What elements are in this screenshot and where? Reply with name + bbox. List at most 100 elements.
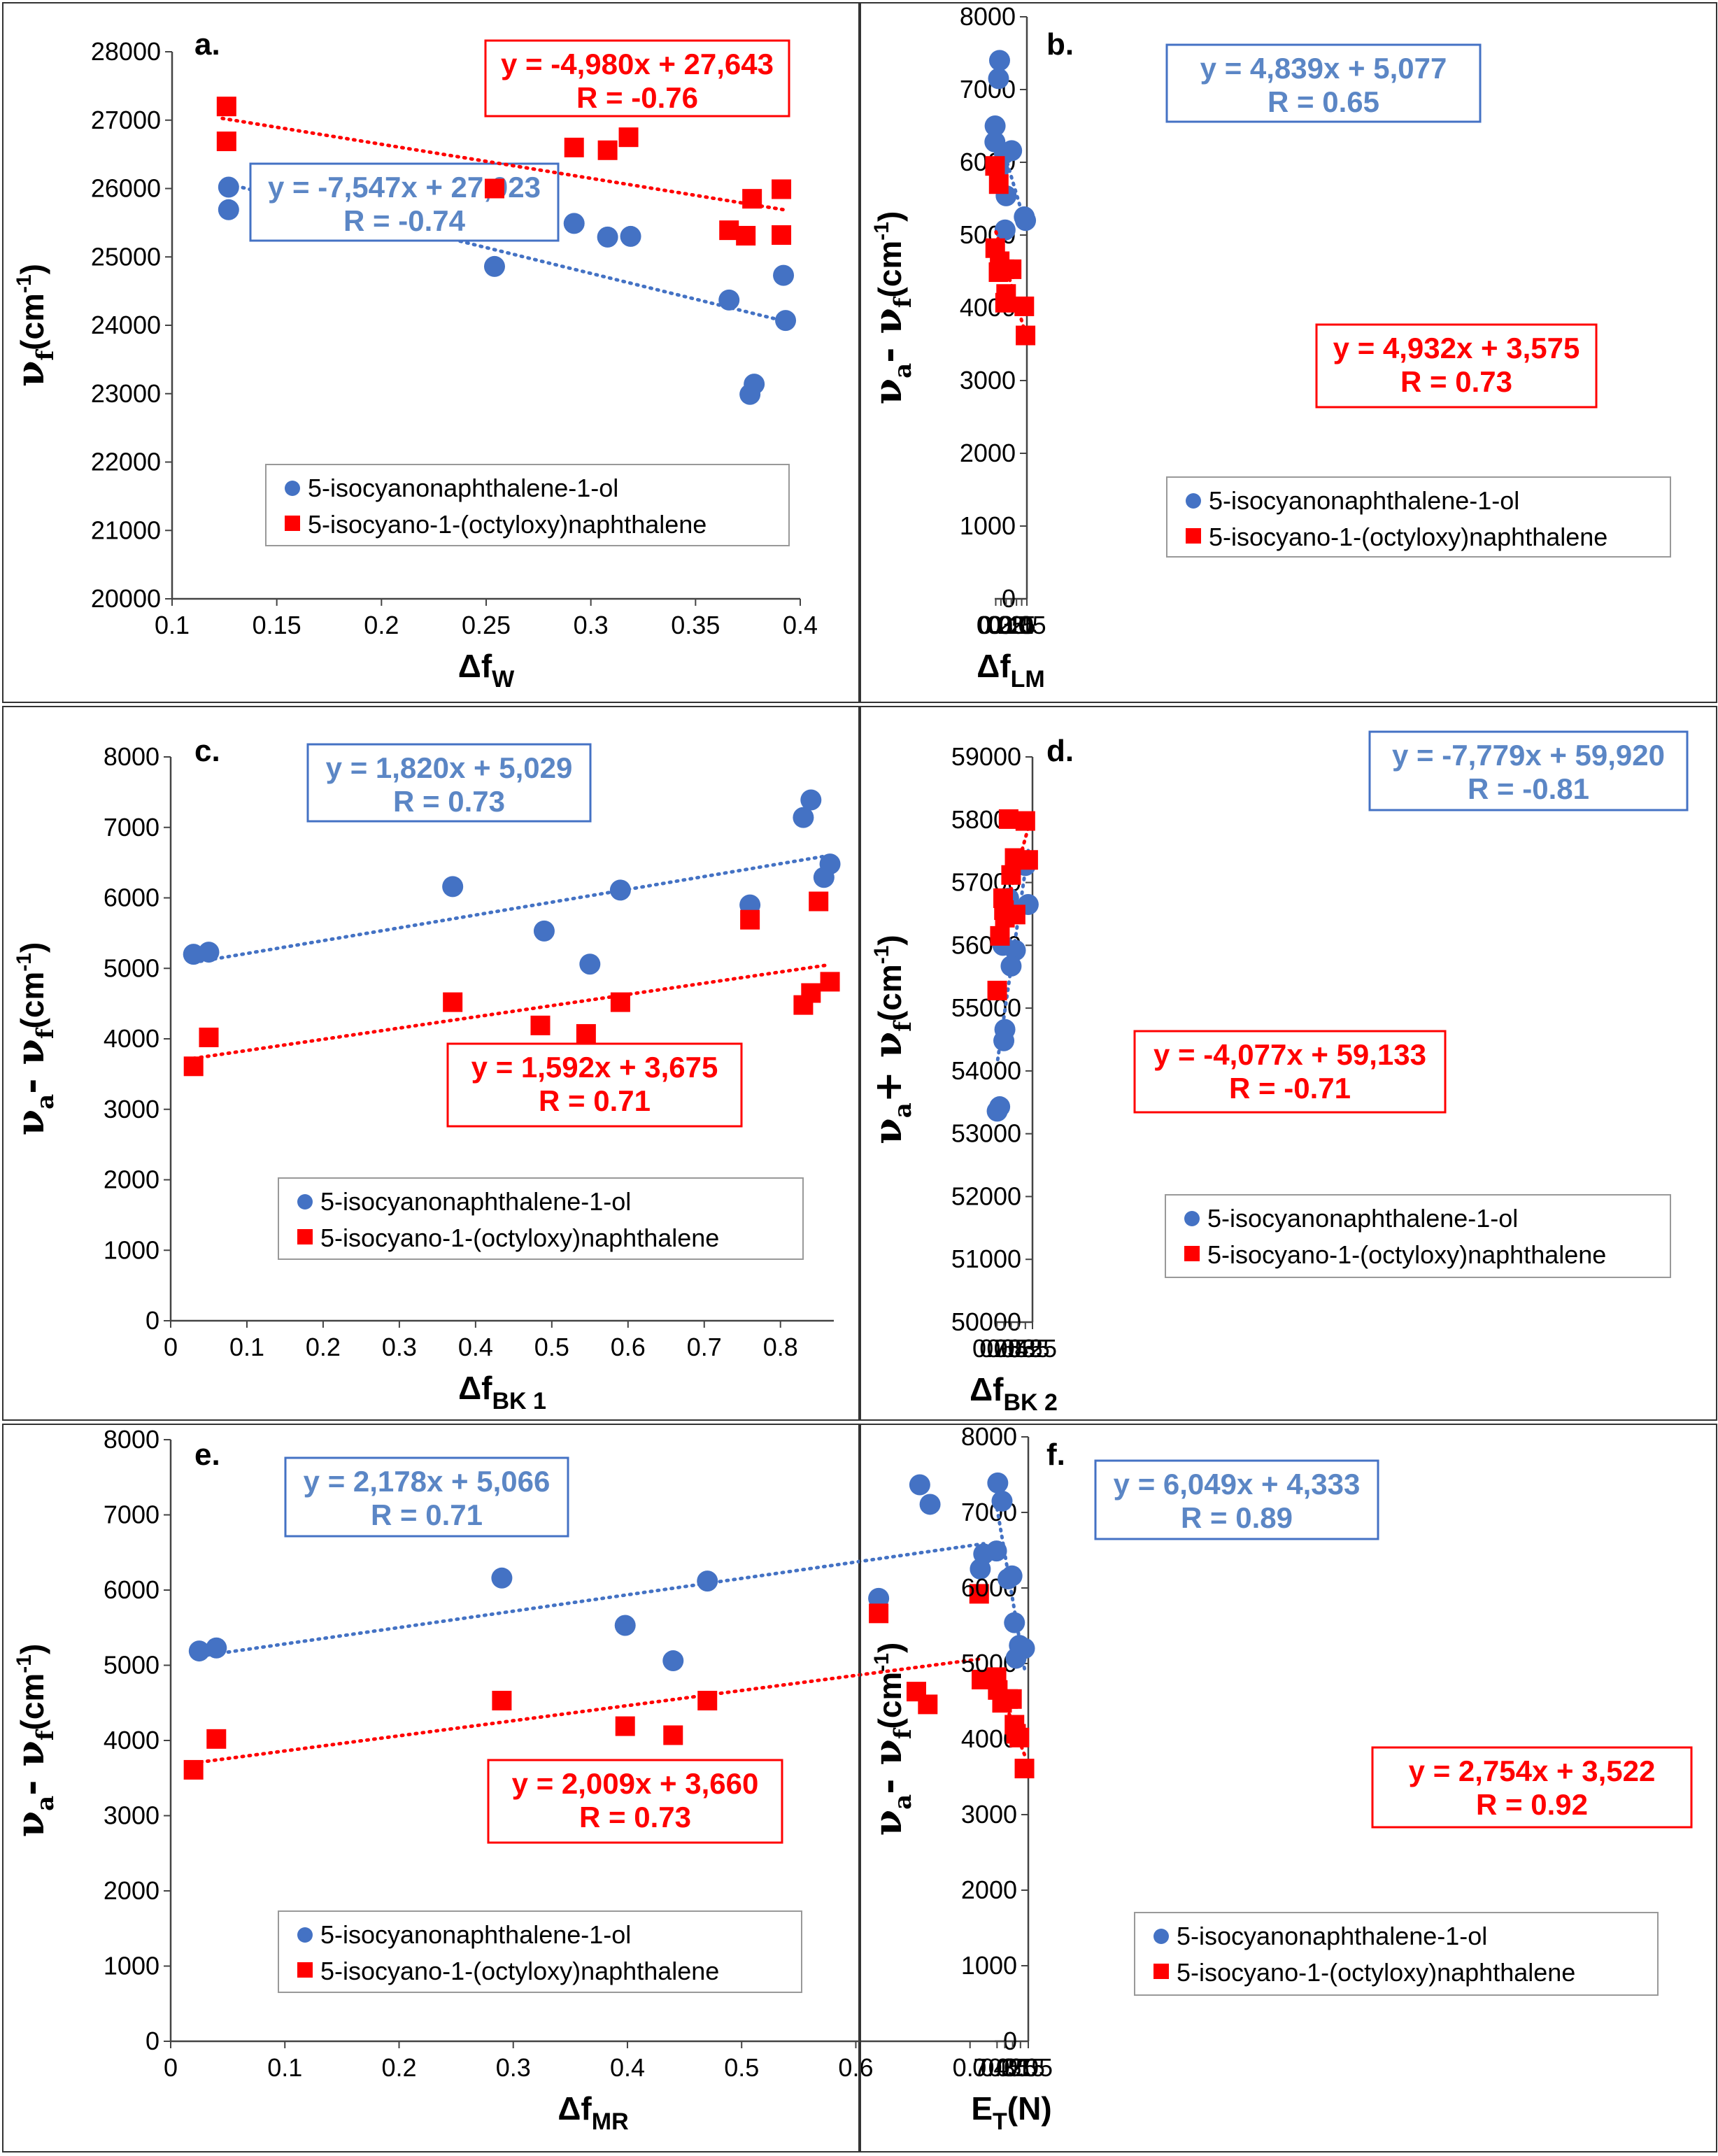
y-tick-label: 59000 [951,742,1021,771]
x-tick-label: 0.3 [382,1333,417,1361]
data-point [909,1474,930,1496]
data-point [610,992,630,1012]
data-point [579,953,601,975]
y-tick-label: 23000 [91,379,161,408]
y-tick-label: 7000 [104,813,159,842]
y-tick-label: 3000 [960,366,1016,395]
data-point [216,97,236,117]
data-point [988,262,1009,283]
data-point [218,199,239,220]
x-tick-label: 0.35 [1001,1334,1050,1363]
data-point [662,1650,684,1672]
equation-text: y = -4,077x + 59,133 [1153,1038,1426,1071]
y-tick-label: 26000 [91,174,161,203]
x-tick-label: 0.2 [988,611,1023,639]
x-tick-label: 0.45 [972,2053,1021,2082]
y-axis-title: νf(cm-1) [8,264,59,387]
equation-box [1315,323,1598,409]
x-tick-label: 0.6 [838,2053,873,2082]
trendline [220,116,788,212]
x-tick-label: 0.4 [783,611,818,639]
y-tick-label: 2000 [104,1876,159,1905]
x-axis-title: ΔfBK 1 [458,1370,546,1414]
y-tick-label: 24000 [91,311,161,339]
data-point [533,920,555,942]
y-tick-label: 2000 [960,439,1016,467]
data-point [998,809,1018,829]
chart-panel-4: 5000051000520005300054000550005600057000… [860,706,1717,1421]
x-axis-title: ΔfMR [558,2090,628,2135]
r-value-text: R = 0.65 [1268,85,1379,118]
y-tick-label: 3000 [104,1801,159,1830]
y-tick-label: 28000 [91,37,161,66]
legend-marker-square [285,516,300,531]
data-point [993,888,1014,908]
data-point [988,50,1010,71]
data-point [819,853,841,875]
x-tick-label: 0.4 [458,1333,493,1361]
panel-letter: b. [1046,27,1074,62]
data-point [988,68,1009,90]
x-tick-label: 0.5 [534,1333,569,1361]
x-tick-label: 0.3 [574,611,609,639]
data-point [994,219,1016,241]
legend: 5-isocyanonaphthalene-1-ol 5-isocyano-1-(… [278,1910,802,1993]
y-tick-label: 27000 [91,106,161,134]
y-tick-label: 53000 [951,1119,1021,1148]
equation-text: y = 2,009x + 3,660 [512,1767,759,1800]
x-tick-label: 0.2 [381,2053,416,2082]
equation-text: y = 6,049x + 4,333 [1114,1468,1361,1501]
data-point [620,225,641,247]
equation-box [1165,43,1482,123]
x-axis-title: ΔfW [458,648,515,693]
y-tick-label: 55000 [951,993,1021,1022]
data-point [986,1667,1007,1687]
data-point [809,891,829,912]
chart-panel-6: 0100020003000400050006000700080000.050.1… [860,1422,1717,2153]
x-tick-label: 0.5 [724,2053,759,2082]
y-axis-title: νa- νf(cm-1) [865,211,917,405]
data-point [484,178,504,199]
chart-panel-3: 0 1000 2000 3000 4000 5000 6000 7000 8000 0 0.1 0.2… [2,706,860,1421]
equation-box [1371,1746,1693,1829]
x-tick-label: 0.55 [986,1334,1035,1363]
data-point [530,1015,551,1035]
data-point [736,225,756,246]
data-point [492,1691,512,1711]
legend-marker-circle [1184,1211,1200,1226]
legend-label-2: 5-isocyano-1-(octyloxy)naphthalene [1177,1958,1575,1987]
y-tick-label: 51000 [951,1244,1021,1273]
r-value-text: R = -0.71 [1229,1072,1351,1105]
data-point [564,137,584,157]
data-point [820,972,840,992]
legend-label-1: 5-isocyanonaphthalene-1-ol [1207,1204,1518,1233]
x-tick-label: 0.75 [972,1334,1021,1363]
equation-box [1368,730,1689,811]
data-point [986,1100,1008,1122]
r-value-text: R = 0.71 [539,1084,651,1117]
legend-marker-circle [297,1927,313,1943]
x-tick-label: 0.15 [253,611,301,639]
r-value-text: R = 0.89 [1181,1501,1293,1534]
y-tick-label: 3000 [961,1800,1017,1829]
y-tick-label: 1000 [961,1951,1017,1980]
panel-letter: e. [194,1438,220,1472]
legend-box [1134,1912,1659,1996]
y-tick-label: 5000 [104,1651,159,1680]
r-value-text: R = 0.73 [1400,365,1512,398]
legend-label-2: 5-isocyano-1-(octyloxy)naphthalene [1209,523,1607,551]
y-tick-label: 1000 [104,1952,159,1980]
equation-box [249,162,560,242]
legend-box [1166,476,1671,558]
r-value-text: R = 0.73 [393,785,505,818]
y-axis-title: νa- νf(cm-1) [8,942,59,1136]
y-tick-label: 8000 [104,742,159,771]
data-point [597,226,618,248]
data-point [987,1472,1009,1494]
data-point [663,1725,683,1745]
